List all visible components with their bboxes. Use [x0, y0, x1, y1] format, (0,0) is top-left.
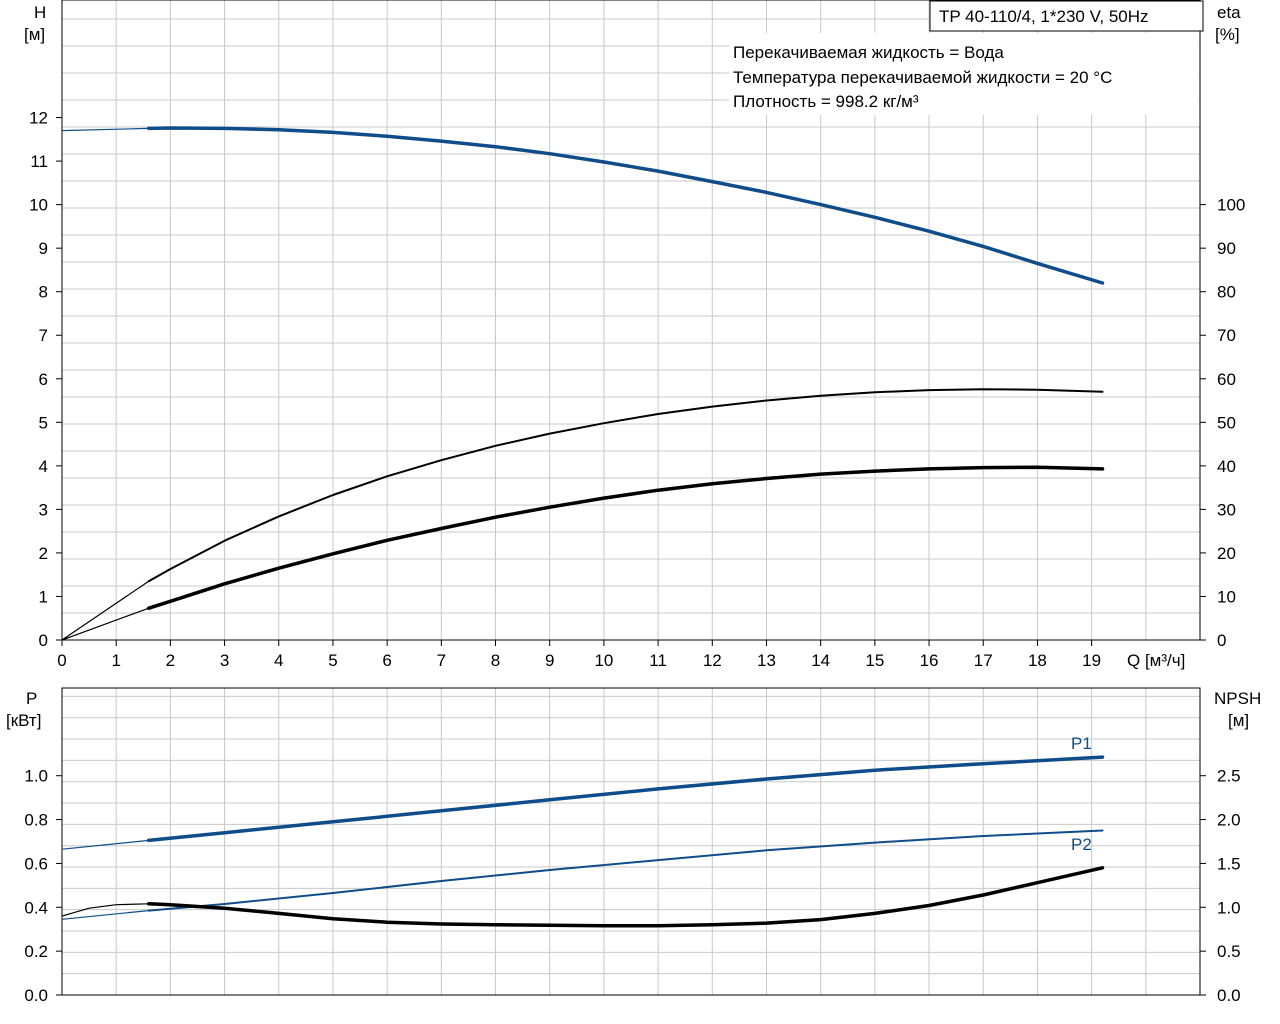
- p-axis-label: P: [26, 689, 37, 708]
- series-p1-line: [146, 755, 1105, 843]
- x-tick-label: 7: [437, 651, 446, 670]
- y-right-tick-label: 0: [1217, 631, 1226, 650]
- bottom-series: [61, 755, 1105, 928]
- info-line-1: Перекачиваемая жидкость = Вода: [733, 43, 1004, 62]
- x-tick-label: 3: [220, 651, 229, 670]
- bottom-tick-labels: 0.0 0.2 0.4 0.6 0.8 1.0 0.0 0.5 1.0 1.5 2.0 2.5: [24, 767, 1240, 1005]
- y-right-tick-label: 100: [1217, 196, 1245, 215]
- series-p2-line: [147, 829, 1104, 912]
- y-left-tick-label: 6: [39, 370, 48, 389]
- x-tick-label: 12: [703, 651, 722, 670]
- top-axes: [56, 0, 1206, 646]
- series-p1-extension: [61, 839, 149, 850]
- y-right-tick-label: 10: [1217, 587, 1236, 606]
- y-left-tick-label: 12: [29, 109, 48, 128]
- y-left-tick-label: 0.0: [24, 986, 48, 1005]
- y-right-tick-label: 70: [1217, 326, 1236, 345]
- p1-curve-label: P1: [1071, 734, 1092, 753]
- x-tick-label: 13: [757, 651, 776, 670]
- y-right-tick-label: 1.0: [1217, 898, 1241, 917]
- p2-curve-label: P2: [1071, 835, 1092, 854]
- x-tick-label: 9: [545, 651, 554, 670]
- y-left-tick-label: 1.0: [24, 767, 48, 786]
- x-tick-label: 16: [920, 651, 939, 670]
- y-left-tick-label: 5: [39, 413, 48, 432]
- y-left-tick-label: 0: [39, 631, 48, 650]
- x-tick-label: 1: [111, 651, 120, 670]
- x-tick-label: 17: [974, 651, 993, 670]
- series-h-extension: [61, 127, 149, 132]
- y-right-label: eta: [1217, 3, 1241, 22]
- y-right-tick-label: 30: [1217, 500, 1236, 519]
- x-tick-label: 6: [382, 651, 391, 670]
- x-tick-label: 19: [1082, 651, 1101, 670]
- y-left-tick-label: 8: [39, 283, 48, 302]
- y-left-label: H: [34, 3, 46, 22]
- x-tick-label: 4: [274, 651, 283, 670]
- y-left-tick-label: 0.2: [24, 942, 48, 961]
- y-right-tick-label: 1.5: [1217, 854, 1241, 873]
- info-box-bg: [729, 33, 1199, 115]
- series-black-thin-extension: [61, 580, 150, 641]
- top-series: [61, 126, 1105, 641]
- y-left-tick-label: 2: [39, 544, 48, 563]
- y-left-tick-label: 0.6: [24, 854, 48, 873]
- plot-frame: [61, 0, 1201, 641]
- y-right-tick-label: 50: [1217, 413, 1236, 432]
- x-tick-label: 14: [811, 651, 830, 670]
- x-tick-label: 0: [57, 651, 66, 670]
- y-right-tick-label: 0.5: [1217, 942, 1241, 961]
- y-left-tick-label: 0.8: [24, 811, 48, 830]
- npsh-axis-unit: [м]: [1228, 711, 1249, 730]
- x-tick-label: 15: [865, 651, 884, 670]
- title-box: [929, 0, 1204, 32]
- series-black-thick-line: [146, 465, 1105, 610]
- y-left-tick-label: 11: [30, 152, 48, 171]
- x-tick-label: 5: [328, 651, 337, 670]
- y-left-tick-label: 1: [39, 587, 48, 606]
- series-npsh-line: [146, 866, 1105, 928]
- p-axis-unit: [кВт]: [6, 711, 41, 730]
- y-left-tick-label: 4: [39, 457, 48, 476]
- y-right-tick-label: 0.0: [1217, 986, 1241, 1005]
- y-right-tick-label: 2.0: [1217, 811, 1241, 830]
- plot-frame: [61, 687, 1201, 996]
- x-tick-label: 10: [594, 651, 613, 670]
- y-left-tick-label: 3: [39, 500, 48, 519]
- y-right-tick-label: 2.5: [1217, 767, 1241, 786]
- x-tick-label: 8: [491, 651, 500, 670]
- series-black-thin-line: [147, 388, 1104, 583]
- bottom-axes: [56, 687, 1206, 996]
- x-tick-label: 2: [166, 651, 175, 670]
- series-npsh-extension: [61, 903, 149, 917]
- y-left-tick-label: 9: [39, 239, 48, 258]
- y-right-tick-label: 90: [1217, 239, 1236, 258]
- info-line-3: Плотность = 998.2 кг/м³: [733, 92, 919, 111]
- series-black-thick-extension: [61, 607, 149, 641]
- npsh-axis-label: NPSH: [1214, 689, 1261, 708]
- bottom-grid: [61, 688, 1201, 996]
- power-npsh-panel: 0.0 0.2 0.4 0.6 0.8 1.0 0.0 0.5 1.0 1.5 2.0 2.5 P […: [6, 687, 1261, 1005]
- x-axis-label: Q [м³/ч]: [1127, 651, 1185, 670]
- y-right-tick-label: 40: [1217, 457, 1236, 476]
- y-left-tick-label: 10: [29, 196, 48, 215]
- y-right-tick-label: 60: [1217, 370, 1236, 389]
- y-right-unit: [%]: [1215, 25, 1240, 44]
- title-box-text: TP 40-110/4, 1*230 V, 50Hz: [939, 7, 1149, 26]
- info-line-2: Температура перекачиваемой жидкости = 20…: [733, 68, 1112, 87]
- series-h-line: [146, 126, 1105, 285]
- y-right-tick-label: 20: [1217, 544, 1236, 563]
- y-left-tick-label: 0.4: [24, 898, 48, 917]
- y-left-unit: [м]: [24, 25, 45, 44]
- series-p2-extension: [61, 910, 149, 920]
- x-tick-label: 18: [1028, 651, 1047, 670]
- y-right-tick-label: 80: [1217, 283, 1236, 302]
- x-tick-label: 11: [649, 651, 667, 670]
- y-left-tick-label: 7: [39, 326, 48, 345]
